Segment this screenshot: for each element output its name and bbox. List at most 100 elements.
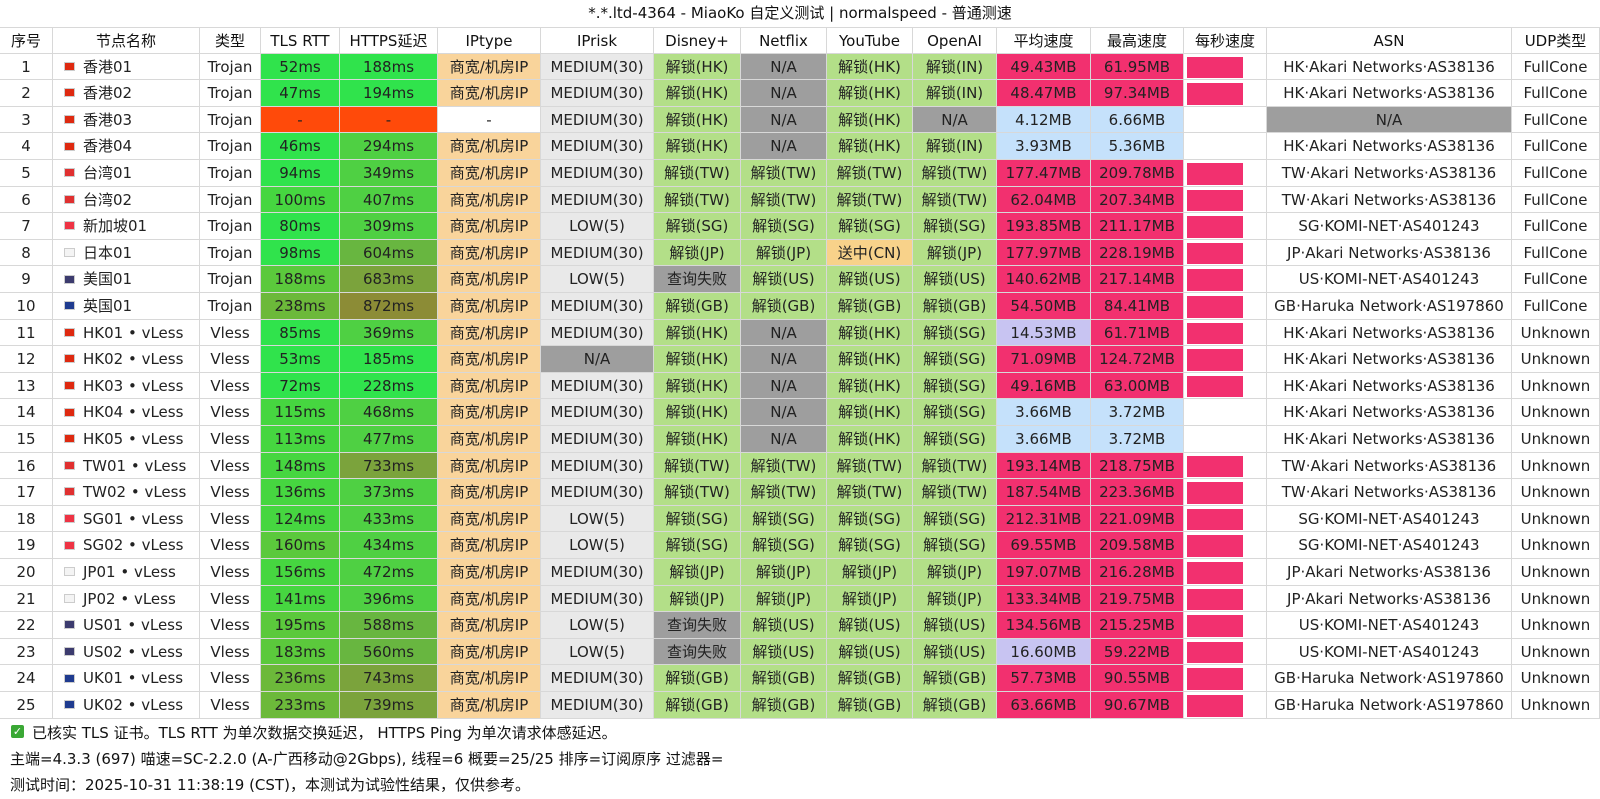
table-cell: Unknown: [1512, 559, 1600, 586]
footer-note: 已核实 TLS 证书。TLS RTT 为单次数据交换延迟， HTTPS Ping…: [32, 724, 617, 742]
flag-icon: [64, 141, 75, 151]
flag-icon: [64, 460, 75, 470]
table-cell: 解锁(TW): [741, 160, 827, 187]
table-cell: 解锁(GB): [913, 665, 997, 692]
table-cell: MEDIUM(30): [541, 239, 654, 267]
speed-sparkline: [1187, 375, 1244, 398]
table-cell: 解锁(US): [741, 638, 827, 666]
table-cell: [1184, 346, 1267, 373]
table-cell: Vless: [200, 665, 261, 692]
flag-icon: [64, 567, 75, 577]
table-cell: Vless: [200, 319, 261, 347]
table-cell: 221.09MB: [1091, 505, 1184, 533]
flag-icon: [64, 407, 75, 417]
table-cell: 解锁(TW): [827, 452, 913, 480]
speed-sparkline: [1187, 482, 1244, 504]
node-name: TW02 • vLess: [53, 479, 200, 506]
table-cell: 69.55MB: [997, 532, 1091, 559]
table-cell: 228ms: [340, 372, 438, 400]
table-cell: MEDIUM(30): [541, 319, 654, 347]
table-cell: LOW(5): [541, 505, 654, 533]
table-cell: 解锁(HK): [654, 426, 741, 453]
table-cell: MEDIUM(30): [541, 372, 654, 400]
table-cell: 228.19MB: [1091, 239, 1184, 267]
table-cell: 查询失败: [654, 638, 741, 666]
table-cell: 商宽/机房IP: [438, 266, 541, 293]
table-cell: 解锁(US): [827, 266, 913, 293]
table-cell: MEDIUM(30): [541, 160, 654, 187]
table-cell: 17: [0, 479, 53, 506]
table-cell: MEDIUM(30): [541, 399, 654, 426]
table-cell: 739ms: [340, 692, 438, 719]
table-cell: 解锁(SG): [654, 532, 741, 559]
table-cell: 2: [0, 80, 53, 107]
table-cell: 24: [0, 665, 53, 692]
table-cell: 4: [0, 133, 53, 160]
table-cell: 解锁(JP): [654, 585, 741, 613]
table-cell: 97.34MB: [1091, 80, 1184, 107]
table-cell: JP·Akari Networks·AS38136: [1267, 585, 1512, 613]
node-name: 美国01: [53, 266, 200, 293]
table-cell: 193.85MB: [997, 213, 1091, 240]
table-cell: 解锁(GB): [827, 665, 913, 692]
table-cell: MEDIUM(30): [541, 80, 654, 107]
flag-icon: [64, 301, 75, 311]
table-cell: Vless: [200, 505, 261, 533]
node-name: JP02 • vLess: [53, 585, 200, 613]
table-cell: 3.66MB: [997, 399, 1091, 426]
table-cell: FullCone: [1512, 160, 1600, 187]
table-cell: 472ms: [340, 559, 438, 586]
table-cell: 124ms: [261, 505, 340, 533]
table-cell: 49.43MB: [997, 53, 1091, 81]
table-cell: 15: [0, 426, 53, 453]
footer-time: 测试时间：2025-10-31 11:38:19 (CST)，本测试为试验性结果…: [10, 776, 530, 794]
table-cell: 61.95MB: [1091, 53, 1184, 81]
table-cell: 解锁(HK): [654, 53, 741, 81]
table-cell: 解锁(SG): [654, 213, 741, 240]
table-cell: 215.25MB: [1091, 612, 1184, 639]
table-cell: 解锁(SG): [741, 505, 827, 533]
table-cell: HK·Akari Networks·AS38136: [1267, 399, 1512, 426]
table-cell: 解锁(HK): [827, 106, 913, 134]
table-cell: [1184, 213, 1267, 240]
table-cell: Vless: [200, 426, 261, 453]
table-cell: Unknown: [1512, 399, 1600, 426]
column-header: Disney+: [654, 27, 741, 54]
table-cell: 解锁(TW): [654, 186, 741, 214]
table-cell: FullCone: [1512, 80, 1600, 107]
table-cell: 47ms: [261, 80, 340, 107]
speed-sparkline: [1187, 455, 1244, 478]
table-cell: 59.22MB: [1091, 638, 1184, 666]
table-cell: 124.72MB: [1091, 346, 1184, 373]
table-cell: [1184, 532, 1267, 559]
table-cell: 解锁(JP): [913, 559, 997, 586]
table-cell: N/A: [741, 133, 827, 160]
table-cell: JP·Akari Networks·AS38136: [1267, 239, 1512, 267]
footer-info: 主端=4.3.3 (697) 喵速=SC-2.2.0 (A-广西移动@2Gbps…: [10, 750, 724, 768]
table-cell: 3.72MB: [1091, 399, 1184, 426]
table-cell: 解锁(SG): [913, 372, 997, 400]
table-cell: 商宽/机房IP: [438, 186, 541, 214]
table-cell: Vless: [200, 638, 261, 666]
node-name: SG01 • vLess: [53, 505, 200, 533]
speed-sparkline: [1187, 242, 1244, 265]
table-cell: SG·KOMI-NET·AS401243: [1267, 532, 1512, 559]
table-cell: 8: [0, 239, 53, 267]
table-cell: 100ms: [261, 186, 340, 214]
table-cell: 解锁(HK): [654, 133, 741, 160]
table-cell: FullCone: [1512, 213, 1600, 240]
table-cell: 185ms: [340, 346, 438, 373]
table-cell: FullCone: [1512, 239, 1600, 267]
table-cell: [1184, 399, 1267, 426]
table-cell: [1184, 452, 1267, 480]
column-header: OpenAI: [913, 27, 997, 54]
table-cell: 209.78MB: [1091, 160, 1184, 187]
table-cell: 373ms: [340, 479, 438, 506]
table-cell: 解锁(GB): [913, 293, 997, 320]
table-cell: MEDIUM(30): [541, 692, 654, 719]
table-cell: 407ms: [340, 186, 438, 214]
table-cell: Trojan: [200, 213, 261, 240]
speed-sparkline: [1187, 216, 1244, 238]
flag-icon: [64, 487, 75, 497]
table-cell: Vless: [200, 479, 261, 506]
